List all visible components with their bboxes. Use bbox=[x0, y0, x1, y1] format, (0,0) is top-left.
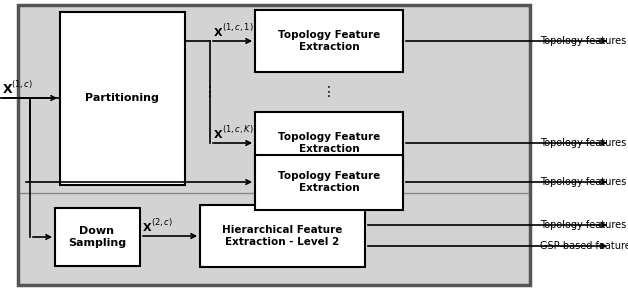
Text: Topology Feature
Extraction: Topology Feature Extraction bbox=[278, 30, 380, 52]
Bar bbox=[60, 12, 185, 185]
Text: Topology Feature
Extraction: Topology Feature Extraction bbox=[278, 132, 380, 154]
Text: Down
Sampling: Down Sampling bbox=[68, 226, 126, 248]
Bar bbox=[55, 208, 140, 266]
Bar bbox=[255, 112, 403, 174]
Text: $(2,c)$: $(2,c)$ bbox=[151, 216, 173, 228]
Text: $\mathbf{X}$: $\mathbf{X}$ bbox=[213, 128, 224, 140]
Text: $\mathbf{X}$: $\mathbf{X}$ bbox=[142, 221, 153, 233]
Bar bbox=[255, 10, 403, 72]
Text: Topology features level 1: Topology features level 1 bbox=[540, 36, 628, 46]
Text: $\mathbf{X}$: $\mathbf{X}$ bbox=[2, 83, 13, 96]
Bar bbox=[200, 205, 365, 267]
Text: $(1,c)$: $(1,c)$ bbox=[11, 78, 33, 90]
Text: $(1,c,1)$: $(1,c,1)$ bbox=[222, 21, 254, 33]
Text: $(1,c,K)$: $(1,c,K)$ bbox=[222, 123, 254, 135]
Text: Topology Feature
Extraction: Topology Feature Extraction bbox=[278, 171, 380, 193]
Text: $\mathbf{X}$: $\mathbf{X}$ bbox=[213, 26, 224, 38]
Text: GSP-based features: GSP-based features bbox=[540, 241, 628, 251]
Text: Hierarchical Feature
Extraction - Level 2: Hierarchical Feature Extraction - Level … bbox=[222, 225, 342, 247]
Bar bbox=[255, 155, 403, 210]
Text: Topology features level 1: Topology features level 1 bbox=[540, 138, 628, 148]
Text: ⋮: ⋮ bbox=[322, 85, 336, 99]
Text: Partitioning: Partitioning bbox=[85, 93, 159, 103]
Text: Topology features level 2: Topology features level 2 bbox=[540, 220, 628, 230]
Bar bbox=[18, 5, 530, 285]
Text: Topology features level 1: Topology features level 1 bbox=[540, 177, 628, 187]
Text: ⋮: ⋮ bbox=[203, 85, 217, 99]
